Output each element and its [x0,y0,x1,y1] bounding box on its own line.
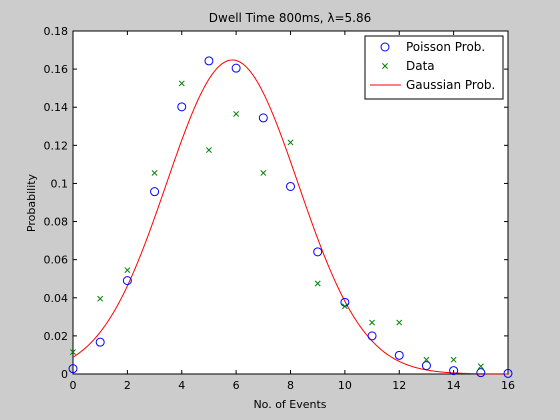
y-tick-label: 0.02 [44,330,69,343]
legend-label: Data [406,59,435,73]
y-axis-label: Probability [25,173,38,232]
poisson-point [286,181,295,191]
poisson-point [68,364,78,374]
x-tick-label: 14 [447,379,461,392]
data-point [423,356,430,363]
data-point [396,319,403,326]
data-point [369,319,376,326]
x-tick-label: 6 [233,379,240,392]
y-tick-label: 0.1 [51,177,69,190]
chart-title: Dwell Time 800ms, λ=5.86 [209,11,371,25]
y-tick-label: 0.06 [44,254,69,267]
x-tick-label: 0 [70,379,77,392]
poisson-point [231,63,241,73]
x-tick-label: 4 [178,379,185,392]
poisson-point [177,102,187,112]
poisson-point [503,368,513,378]
legend-box [364,35,504,100]
x-axis-label: No. of Events [253,398,326,411]
legend-entry: Gaussian Prob. [370,78,495,92]
poisson-point [150,187,160,197]
poisson-point [394,350,404,360]
legend-label: Poisson Prob. [406,40,485,54]
data-point [97,295,104,302]
data-point [124,267,131,274]
axis-ticks: 0 2 4 6 8 10 12 14 16 0 0.02 0.04 0.06 0.08 0.1 0.12 0.1… [44,25,516,392]
x-tick-label: 16 [501,379,515,392]
data-point [450,356,457,363]
data-point [151,170,158,176]
x-tick-label: 2 [124,379,131,392]
y-tick-label: 0.18 [44,25,69,38]
data-point [287,139,294,146]
poisson-point [313,247,323,257]
data-point [70,349,76,356]
y-tick-label: 0.16 [44,63,69,76]
poisson-point [367,331,377,341]
data-point [205,147,212,154]
x-tick-label: 12 [392,379,406,392]
poisson-point [95,337,105,347]
poisson-point [449,366,459,376]
data-point [178,80,185,87]
poisson-point [421,361,431,371]
legend: Poisson Prob. Data Gaussian Prob. [364,35,504,100]
poisson-point [204,56,214,66]
x-tick-label: 8 [287,379,294,392]
data-point [341,303,348,310]
data-point [233,110,240,117]
y-tick-label: 0.12 [44,139,69,152]
y-tick-label: 0.04 [44,292,69,305]
data-point [477,363,484,370]
y-tick-label: 0.14 [44,101,69,114]
legend-entry: Data [382,59,435,73]
y-tick-label: 0.08 [44,216,69,229]
gaussian-curve [72,59,508,375]
x-tick-label: 10 [338,379,352,392]
legend-entry: Poisson Prob. [380,40,485,54]
legend-label: Gaussian Prob. [406,78,495,92]
data-point [260,170,267,176]
y-tick-label: 0 [61,368,68,381]
series-layer [68,56,513,378]
poisson-point [258,113,268,123]
poisson-point [122,276,132,286]
poisson-point [476,368,486,378]
legend-marker-circle [380,42,390,52]
data-point [314,280,321,287]
legend-marker-x [382,63,388,69]
